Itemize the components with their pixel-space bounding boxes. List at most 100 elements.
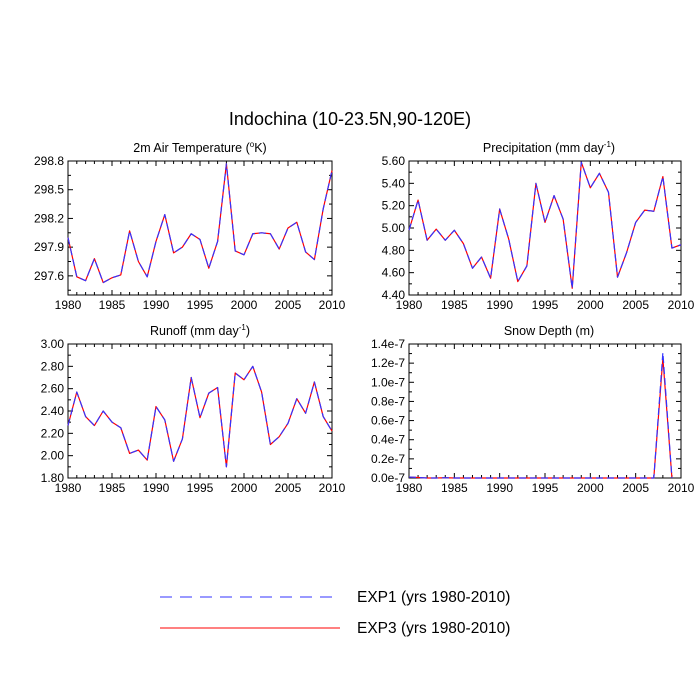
y-tick-label: 297.9 [34,240,64,254]
y-tick-label: 2.60 [41,382,65,396]
panel-air-temperature: 2m Air Temperature (oK) 297.6297.9298.22… [34,140,346,312]
x-tick-label: 1985 [441,481,468,495]
y-tick-marks [409,160,681,296]
y-tick-label: 0.4e-7 [371,433,405,447]
panel-title-sup: -1 [604,140,612,149]
figure-title: Indochina (10-23.5N,90-120E) [229,109,471,129]
x-tick-label: 1980 [55,298,82,312]
y-tick-label: 4.80 [382,243,406,257]
y-tick-label: 2.80 [41,359,65,373]
panel-title-main: Snow Depth (m) [504,324,594,338]
x-tick-label: 1995 [532,298,559,312]
y-tick-label: 2.20 [41,426,65,440]
x-tick-marks [408,344,682,478]
x-tick-label: 2010 [319,481,346,495]
y-tick-label: 0.8e-7 [371,394,405,408]
plot-frame [408,343,682,479]
x-tick-label: 1990 [486,481,513,495]
x-tick-label: 2010 [668,298,695,312]
series-line-exp3 [67,365,333,468]
x-tick-label: 1980 [396,298,423,312]
series-line-exp1 [408,161,682,289]
y-tick-label: 4.60 [382,266,406,280]
x-tick-label: 2005 [622,298,649,312]
panel-title-main: 2m Air Temperature ( [133,141,250,155]
y-tick-labels: 297.6 297.9 298.2 298.5 298.8 [34,154,64,283]
panel-title-sup: o [250,140,255,149]
y-tick-marks [68,343,332,479]
x-tick-label: 2000 [577,298,604,312]
x-tick-label: 1990 [143,481,170,495]
y-tick-label: 297.6 [34,269,64,283]
x-tick-label: 1980 [55,481,82,495]
series-lines [408,161,682,289]
panel-title-sup: -1 [239,323,247,332]
panel-snow-depth: Snow Depth (m) 0.0e-7 0.2e-7 0.4e-7 0.6e-7 0… [371,324,695,495]
plot-frame [408,160,682,296]
series-lines [67,163,333,284]
series-line-exp3 [67,163,333,284]
panel-title: Runoff (mm day-1) [150,323,250,338]
legend-label-exp1: EXP1 (yrs 1980-2010) [357,589,510,606]
x-tick-label: 1995 [532,481,559,495]
series-lines [67,365,333,468]
y-tick-label: 1.0e-7 [371,375,405,389]
y-tick-label: 298.5 [34,183,64,197]
x-tick-label: 1990 [143,298,170,312]
y-tick-labels: 0.0e-7 0.2e-7 0.4e-7 0.6e-7 0.8e-7 1.0e-7 1.2e… [371,337,405,485]
x-tick-label: 2010 [319,298,346,312]
y-tick-label: 2.00 [41,449,65,463]
panel-title: 2m Air Temperature (oK) [133,140,266,155]
x-tick-label: 2005 [622,481,649,495]
x-tick-label: 2005 [275,298,302,312]
series-lines [408,352,673,479]
x-tick-label: 1980 [396,481,423,495]
x-tick-marks [67,344,333,478]
x-tick-label: 2000 [577,481,604,495]
y-tick-label: 2.40 [41,404,65,418]
x-tick-label: 1995 [187,481,214,495]
legend-label-exp3: EXP3 (yrs 1980-2010) [357,620,510,637]
series-line-exp3 [408,161,682,289]
x-tick-label: 1990 [486,298,513,312]
x-tick-label: 1985 [99,298,126,312]
series-line-exp1 [67,365,333,468]
y-tick-label: 0.6e-7 [371,414,405,428]
x-tick-labels: 1980 1985 1990 1995 2000 2005 2010 [396,481,695,495]
x-tick-labels: 1980 1985 1990 1995 2000 2005 2010 [396,298,695,312]
y-tick-label: 5.20 [382,199,406,213]
panel-title-after: K) [254,141,267,155]
x-tick-label: 2005 [275,481,302,495]
panel-title: Snow Depth (m) [504,324,594,338]
panel-title-after: ) [611,141,615,155]
x-tick-label: 1995 [187,298,214,312]
y-tick-label: 3.00 [41,337,65,351]
y-tick-labels: 4.40 4.60 4.80 5.00 5.20 5.40 5.60 [382,154,406,302]
x-tick-label: 2010 [668,481,695,495]
y-tick-labels: 1.80 2.00 2.20 2.40 2.60 2.80 3.00 [41,337,65,485]
x-tick-labels: 1980 1985 1990 1995 2000 2005 2010 [55,481,346,495]
y-tick-label: 298.2 [34,211,64,225]
y-tick-label: 298.8 [34,154,64,168]
y-tick-label: 0.2e-7 [371,452,405,466]
legend: EXP1 (yrs 1980-2010) EXP3 (yrs 1980-2010… [160,589,510,637]
y-tick-marks [409,343,681,479]
panel-runoff: Runoff (mm day-1) 1.80 2.00 2.20 2.40 2.60 2.… [41,323,346,495]
plot-frame [67,160,333,296]
panel-title-main: Runoff (mm day [150,324,239,338]
series-line-exp3 [408,357,673,479]
panel-title-after: ) [246,324,250,338]
series-line-exp1 [408,352,673,479]
series-line-exp1 [67,163,333,284]
y-tick-label: 1.80 [41,471,65,485]
x-tick-label: 1985 [441,298,468,312]
y-tick-label: 0.0e-7 [371,471,405,485]
panel-precipitation: Precipitation (mm day-1) 4.40 4.60 4.80 5.0… [382,140,695,312]
panel-title: Precipitation (mm day-1) [483,140,615,155]
y-tick-label: 4.40 [382,288,406,302]
x-tick-label: 1985 [99,481,126,495]
y-tick-label: 5.00 [382,221,406,235]
x-tick-label: 2000 [231,298,258,312]
y-tick-label: 5.40 [382,176,406,190]
panel-title-main: Precipitation (mm day [483,141,605,155]
